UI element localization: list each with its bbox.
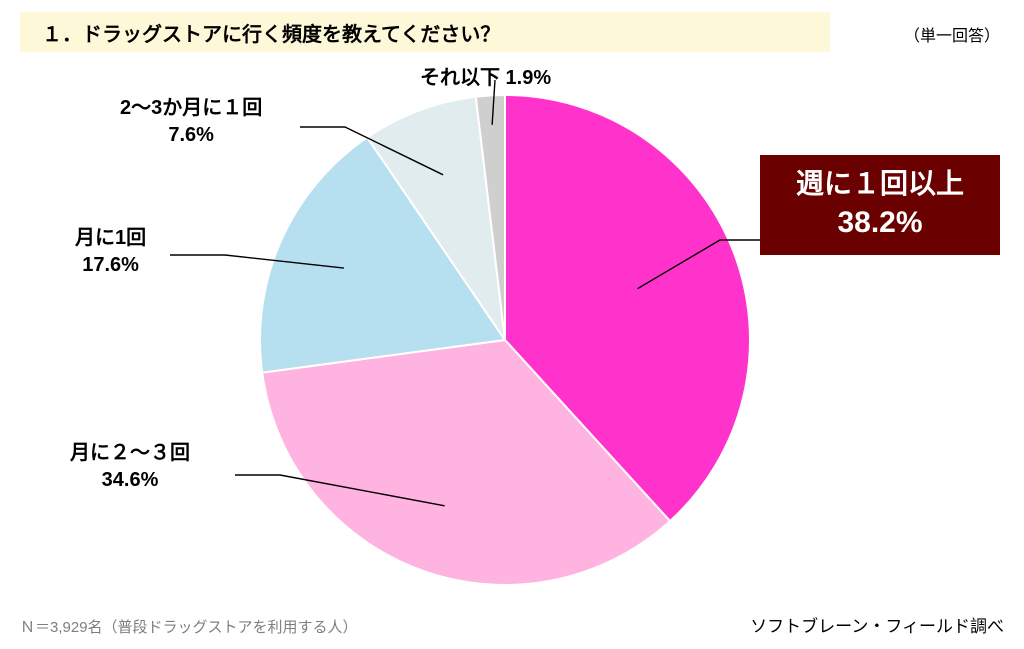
slice-label-less: それ以下 1.9% xyxy=(420,65,551,92)
sample-size-note: Ｎ＝3,929名（普段ドラッグストアを利用する人） xyxy=(20,616,358,637)
callout-box: 週に１回以上38.2% xyxy=(760,155,1000,255)
slice-label-once_per_2_3_months: 2～3か月に１回7.6% xyxy=(120,95,262,149)
source-credit: ソフトブレーン・フィールド調べ xyxy=(750,612,1004,637)
slice-label-line1: 2～3か月に１回 xyxy=(120,95,262,122)
slice-label-line2: 34.6% xyxy=(70,467,190,494)
slice-label-line1: それ以下 1.9% xyxy=(420,65,551,92)
slice-label-line2: 7.6% xyxy=(120,122,262,149)
slice-label-line2: 17.6% xyxy=(75,252,146,279)
slice-label-line1: 月に1回 xyxy=(75,225,146,252)
slice-label-line1: 月に２～３回 xyxy=(70,440,190,467)
slice-label-once_per_month: 月に1回17.6% xyxy=(75,225,146,279)
callout-line1: 週に１回以上 xyxy=(778,165,982,203)
callout-line2: 38.2% xyxy=(778,203,982,244)
page-root: １．ドラッグストアに行く頻度を教えてください？ （単一回答） 週に１回以上38.… xyxy=(0,0,1024,649)
slice-label-2_3_per_month: 月に２～３回34.6% xyxy=(70,440,190,494)
